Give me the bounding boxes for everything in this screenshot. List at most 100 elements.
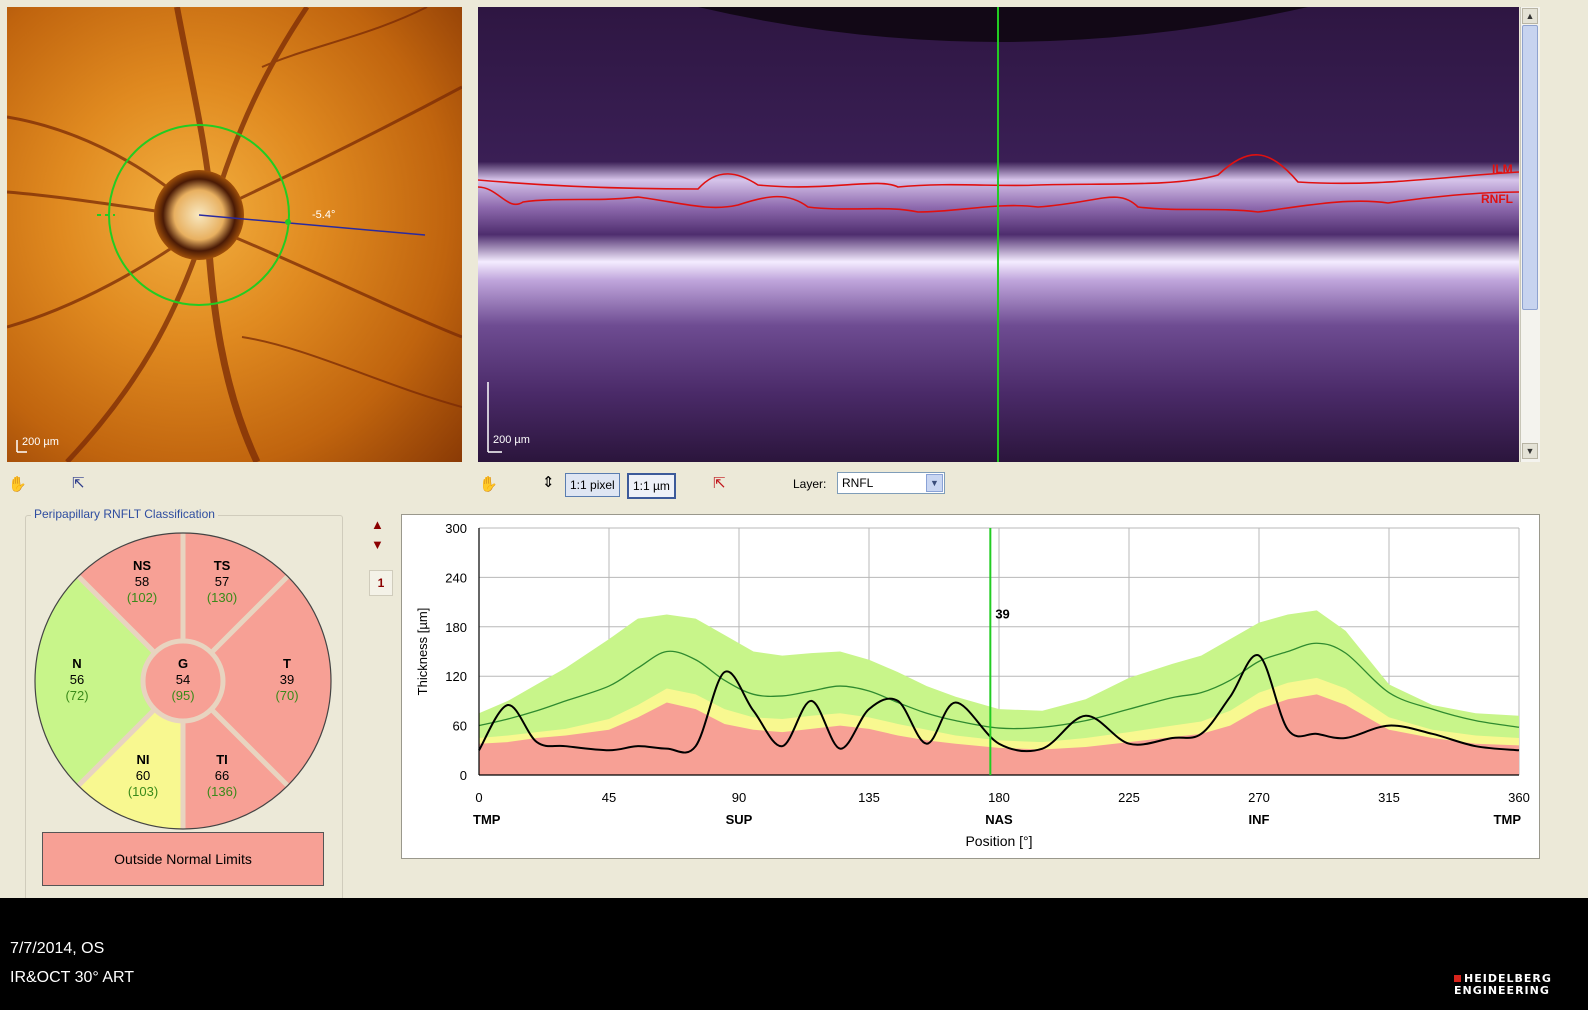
sector-value: 39 <box>279 672 295 687</box>
sector-ns <box>78 533 183 653</box>
rnfl-layer-label: RNFL <box>1481 192 1513 206</box>
next-arrow-icon[interactable]: ▼ <box>371 537 384 552</box>
x-tick-label: 225 <box>1118 790 1140 805</box>
region-label: NAS <box>985 812 1013 827</box>
sector-key: TI <box>216 752 228 767</box>
region-label: TMP <box>473 812 501 827</box>
y-tick-label: 180 <box>445 620 467 635</box>
oct-graphics <box>478 7 1519 462</box>
sector-key: NI <box>136 752 150 767</box>
fundus-scale-label: 200 µm <box>22 436 59 448</box>
scroll-down-button[interactable]: ▼ <box>1522 443 1538 459</box>
scan-mode: IR&OCT 30° ART <box>10 969 135 986</box>
y-tick-label: 240 <box>445 570 467 585</box>
sector-label-ni: NI 60 (103) <box>113 752 173 800</box>
global-ring <box>140 638 226 724</box>
footer-bar <box>0 898 1588 1010</box>
sector-norm: (136) <box>206 784 238 799</box>
sector-label-t: T 39 (70) <box>257 656 317 704</box>
cursor-value-label: 39 <box>995 606 1009 621</box>
layer-edit-cursor-icon[interactable]: ⇱ <box>713 475 726 492</box>
oct-scale-label: 200 µm <box>493 434 530 446</box>
sector-norm: (130) <box>206 590 238 605</box>
patient-thickness-line <box>478 654 1520 754</box>
sector-value: 54 <box>175 672 191 687</box>
x-axis-title: Position [°] <box>965 833 1032 849</box>
sector-label-ns: NS 58 (102) <box>112 558 172 606</box>
layer-label: Layer: <box>793 477 827 491</box>
sector-norm: (102) <box>126 590 158 605</box>
chevron-down-icon[interactable]: ▼ <box>926 474 943 492</box>
scan-angle-label: -5.4° <box>312 209 336 221</box>
oct-pan-hand-icon[interactable]: ✋ <box>479 476 498 493</box>
ilm-label: ILM <box>1492 162 1513 176</box>
y-axis-title: Thickness [µm] <box>415 608 430 696</box>
sector-n <box>35 576 155 786</box>
sector-g <box>143 641 223 721</box>
fit-height-icon[interactable]: ⇕ <box>542 474 555 491</box>
y-tick-label: 300 <box>445 521 467 536</box>
region-label: TMP <box>1494 812 1522 827</box>
sector-norm: (72) <box>65 688 89 703</box>
sector-label-n: N 56 (72) <box>47 656 107 704</box>
classification-result: Outside Normal Limits <box>42 832 324 886</box>
sector-label-ti: TI 66 (136) <box>192 752 252 800</box>
region-label: INF <box>1249 812 1270 827</box>
x-tick-label: 180 <box>988 790 1010 805</box>
rnfl-thickness-chart: 0 60 120 180 240 300 0 45 90 135 180 225 270 315 360 39… <box>401 514 1540 859</box>
region-label: SUP <box>726 812 753 827</box>
sector-key: T <box>283 656 291 671</box>
measure-cursor-icon[interactable]: ⇱ <box>72 475 85 492</box>
brand-name-line1: HEIDELBERG <box>1464 972 1552 985</box>
layer-select-value: RNFL <box>842 476 874 490</box>
sector-t <box>211 576 331 786</box>
layer-select[interactable]: RNFL ▼ <box>837 472 945 494</box>
sector-key: G <box>177 656 189 671</box>
chart-svg: 0 60 120 180 240 300 0 45 90 135 180 225 270 315 360 39… <box>415 521 1530 849</box>
sector-label-ts: TS 57 (130) <box>192 558 252 606</box>
sector-norm: (95) <box>171 688 195 703</box>
brand-name-line2: ENGINEERING <box>1454 984 1550 997</box>
scroll-up-button[interactable]: ▲ <box>1522 8 1538 24</box>
x-tick-label: 90 <box>732 790 746 805</box>
exam-date: 7/7/2014, OS <box>10 940 105 957</box>
x-tick-label: 0 <box>475 790 482 805</box>
oct-bscan-image[interactable]: 200 µm ILM RNFL <box>478 7 1519 462</box>
page-number[interactable]: 1 <box>369 570 393 596</box>
sector-ts <box>183 533 288 653</box>
oct-vertical-scrollbar[interactable]: ▲ ▼ <box>1520 7 1540 462</box>
normal-mean-line <box>478 642 1520 730</box>
sector-key: NS <box>132 558 152 573</box>
sector-value: 56 <box>69 672 85 687</box>
fundus-image[interactable]: 200 µm -5.4° <box>7 7 462 462</box>
x-tick-label: 135 <box>858 790 880 805</box>
sector-ni <box>78 709 183 829</box>
y-tick-label: 60 <box>453 719 467 734</box>
scroll-thumb[interactable] <box>1522 25 1538 310</box>
fundus-graphics <box>7 7 462 462</box>
pie-outline <box>34 532 332 830</box>
brand-logo-mark <box>1454 975 1461 982</box>
pixel-scale-button[interactable]: 1:1 pixel <box>565 473 620 497</box>
sector-value: 60 <box>135 768 151 783</box>
classification-title: Peripapillary RNFLT Classification <box>31 507 218 521</box>
sector-norm: (103) <box>127 784 159 799</box>
sector-label-g: G 54 (95) <box>153 656 213 704</box>
x-tick-label: 315 <box>1378 790 1400 805</box>
micron-scale-button[interactable]: 1:1 µm <box>627 473 676 499</box>
sector-key: TS <box>213 558 231 573</box>
x-tick-label: 270 <box>1248 790 1270 805</box>
sector-ti <box>183 709 288 829</box>
x-tick-label: 45 <box>602 790 616 805</box>
previous-arrow-icon[interactable]: ▲ <box>371 517 384 532</box>
y-tick-label: 0 <box>460 768 467 783</box>
sector-value: 66 <box>214 768 230 783</box>
sector-value: 57 <box>214 574 230 589</box>
pan-hand-icon[interactable]: ✋ <box>8 476 27 493</box>
sector-value: 58 <box>134 574 150 589</box>
x-tick-label: 360 <box>1508 790 1530 805</box>
y-tick-label: 120 <box>445 669 467 684</box>
sector-norm: (70) <box>275 688 299 703</box>
outside-band <box>479 694 1519 775</box>
classification-pie <box>34 532 332 830</box>
